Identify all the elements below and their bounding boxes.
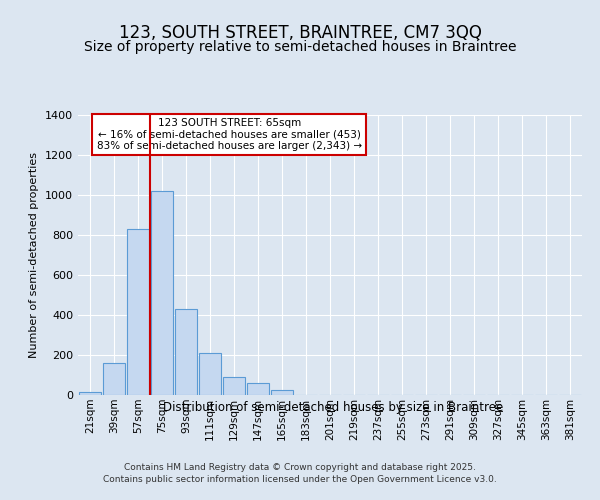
Bar [271,390,293,395]
Bar [127,229,149,395]
Text: Distribution of semi-detached houses by size in Braintree: Distribution of semi-detached houses by … [163,401,503,414]
Bar [223,377,245,395]
Y-axis label: Number of semi-detached properties: Number of semi-detached properties [29,152,40,358]
Bar [103,363,125,395]
Bar [79,392,101,395]
Bar [151,191,173,395]
Bar [175,309,197,395]
Text: Size of property relative to semi-detached houses in Braintree: Size of property relative to semi-detach… [84,40,516,54]
Text: 123, SOUTH STREET, BRAINTREE, CM7 3QQ: 123, SOUTH STREET, BRAINTREE, CM7 3QQ [119,24,481,42]
Text: Contains HM Land Registry data © Crown copyright and database right 2025.: Contains HM Land Registry data © Crown c… [124,463,476,472]
Bar [247,383,269,395]
Text: 123 SOUTH STREET: 65sqm
← 16% of semi-detached houses are smaller (453)
83% of s: 123 SOUTH STREET: 65sqm ← 16% of semi-de… [97,118,362,151]
Bar [199,353,221,395]
Text: Contains public sector information licensed under the Open Government Licence v3: Contains public sector information licen… [103,474,497,484]
